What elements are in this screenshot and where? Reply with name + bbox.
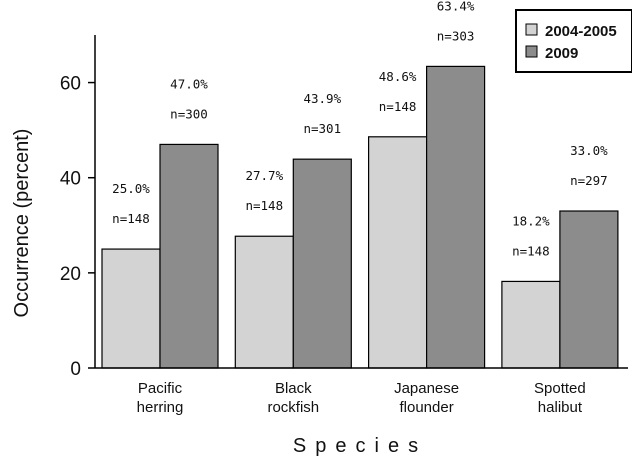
y-tick-label: 60 bbox=[60, 74, 81, 95]
bars-layer bbox=[101, 65, 619, 369]
x-tick-label: Pacific bbox=[138, 380, 183, 397]
legend: 2004-2005 2009 bbox=[515, 9, 632, 73]
axes-layer: 0 20 40 60 bbox=[60, 35, 628, 380]
x-tick-label: herring bbox=[137, 399, 184, 416]
labels-layer: 25.0% n=148 47.0% n=300 Pacific herring 27.7% n… bbox=[112, 0, 608, 416]
data-label-n: n=297 bbox=[570, 173, 608, 188]
bar-2004-2005-2 bbox=[368, 136, 428, 369]
x-tick-label: rockfish bbox=[267, 399, 319, 416]
data-label-n: n=148 bbox=[512, 243, 550, 258]
bar-2009-0 bbox=[159, 143, 219, 369]
data-label-n: n=303 bbox=[437, 28, 475, 43]
x-tick-label: Black bbox=[275, 380, 312, 397]
data-label-pct: 27.7% bbox=[245, 168, 283, 183]
data-label-n: n=148 bbox=[379, 99, 417, 114]
data-label-n: n=300 bbox=[170, 106, 208, 121]
bar-2009-2 bbox=[426, 65, 486, 369]
data-label-pct: 33.0% bbox=[570, 143, 608, 158]
bar-2004-2005-3 bbox=[501, 280, 561, 369]
bar-2009-3 bbox=[559, 210, 619, 369]
data-label-pct: 47.0% bbox=[170, 76, 208, 91]
x-axis-label: Species bbox=[293, 435, 427, 457]
bar-2004-2005-0 bbox=[101, 248, 161, 369]
data-label-pct: 48.6% bbox=[379, 69, 417, 84]
x-tick-label: Spotted bbox=[534, 380, 586, 397]
y-tick-label: 40 bbox=[60, 169, 81, 190]
legend-frame bbox=[515, 9, 632, 73]
data-label-n: n=148 bbox=[245, 198, 283, 213]
data-label-pct: 25.0% bbox=[112, 181, 150, 196]
bar-2004-2005-1 bbox=[234, 235, 294, 369]
y-tick-label: 0 bbox=[70, 359, 81, 380]
data-label-pct: 43.9% bbox=[303, 91, 341, 106]
data-label-n: n=301 bbox=[303, 121, 341, 136]
data-label-pct: 18.2% bbox=[512, 213, 550, 228]
y-tick-label: 20 bbox=[60, 264, 81, 285]
data-label-n: n=148 bbox=[112, 211, 150, 226]
y-axis-label: Occurrence (percent) bbox=[11, 129, 33, 318]
legend-label-2009: 2009 bbox=[545, 45, 578, 62]
legend-swatch-2004-2005 bbox=[525, 23, 538, 36]
x-tick-label: flounder bbox=[399, 399, 453, 416]
x-tick-label: halibut bbox=[538, 399, 583, 416]
bar-2009-1 bbox=[292, 158, 352, 369]
legend-swatch-2009 bbox=[525, 45, 538, 58]
legend-label-2004-2005: 2004-2005 bbox=[545, 23, 617, 40]
x-tick-label: Japanese bbox=[394, 380, 459, 397]
data-label-pct: 63.4% bbox=[437, 0, 475, 13]
